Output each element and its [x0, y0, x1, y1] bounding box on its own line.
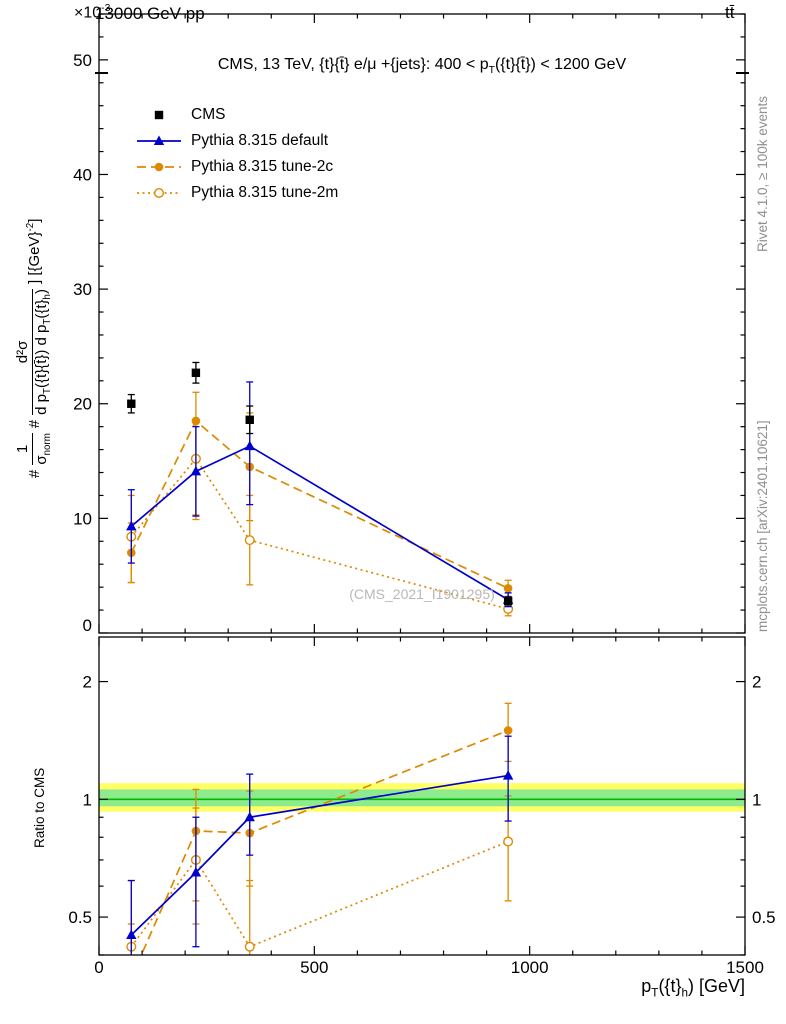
series-pythia-8-315-default — [126, 735, 514, 955]
series-line — [130, 774, 509, 936]
data-marker — [126, 520, 137, 531]
header-rule-left — [95, 72, 108, 74]
tick-label: 30 — [73, 280, 92, 299]
pythia-tune-2m-marker-icon — [136, 183, 182, 203]
series-line — [130, 840, 509, 948]
main-y-axis-title: # 1 σnorm # d²σ d pT({t}{t̄}) d pT({t}h)… — [14, 218, 54, 478]
tick-label: 1000 — [511, 958, 549, 977]
x-axis-title: pT({t}h) [GeV] — [641, 976, 745, 1000]
tick-label: 0 — [94, 958, 103, 977]
legend-item-cms: CMS — [136, 102, 338, 128]
legend-label: Pythia 8.315 default — [191, 132, 329, 149]
data-marker — [503, 726, 513, 735]
legend-label: Pythia 8.315 tune-2m — [191, 184, 339, 201]
process-label: tt̄ — [725, 3, 735, 22]
data-marker — [126, 929, 137, 939]
tick-label: 0 — [83, 616, 92, 635]
series-cms — [127, 361, 513, 606]
legend-item-pythia-default: Pythia 8.315 default — [136, 128, 338, 154]
data-marker — [244, 440, 255, 451]
ratio-y-axis-title: Ratio to CMS — [32, 767, 47, 848]
data-marker — [503, 596, 513, 606]
data-marker — [244, 535, 255, 546]
axis-ticks — [98, 13, 746, 956]
data-marker — [245, 415, 254, 424]
ytitle-units: ] [{GeV}-2] — [25, 218, 44, 285]
selection-cut-label: CMS, 13 TeV, {t}{t̄} e/μ +{jets}: 400 < … — [99, 56, 745, 76]
data-marker — [190, 867, 202, 877]
tick-label: 20 — [73, 395, 92, 414]
legend-item-pythia-tune-2m: Pythia 8.315 tune-2m — [136, 180, 338, 206]
mcplots-note: mcplots.cern.ch [arXiv:2401.10621] — [755, 420, 770, 632]
cms-marker-icon — [136, 105, 182, 125]
legend: CMS Pythia 8.315 default Pythia 8.315 tu… — [136, 102, 338, 206]
data-marker — [190, 465, 202, 476]
data-marker — [191, 416, 201, 426]
tick-label: 2 — [752, 673, 761, 692]
multiplier-base: ×10 — [74, 4, 102, 22]
main-frame — [98, 13, 746, 634]
tick-label: 500 — [300, 958, 328, 977]
data-marker — [244, 811, 255, 822]
tick-label: 1500 — [726, 958, 764, 977]
tick-label: 1 — [83, 790, 92, 809]
legend-item-pythia-tune-2c: Pythia 8.315 tune-2c — [136, 154, 338, 180]
data-marker — [191, 368, 201, 377]
ytitle-hash: # — [25, 469, 43, 478]
cut-label-subscript: T — [488, 65, 495, 77]
tick-label: 0.5 — [68, 908, 92, 927]
data-marker — [127, 399, 136, 408]
legend-label: Pythia 8.315 tune-2c — [191, 158, 334, 175]
cut-label-suffix: ({t}{t̄}) < 1200 GeV — [494, 56, 627, 73]
plot-frames — [98, 13, 746, 956]
series-line — [130, 445, 509, 601]
series-line — [130, 457, 509, 610]
pythia-default-marker-icon — [136, 131, 182, 151]
y-axis-multiplier: ×10-3 — [74, 3, 110, 22]
ytitle-fraction-1: 1 σnorm — [14, 433, 54, 465]
ratio-uncertainty-bands — [99, 783, 745, 812]
uncertainty-band-green — [99, 789, 745, 807]
data-marker — [502, 770, 514, 780]
header-rule-right — [736, 72, 749, 74]
series-pythia-8-315-tune-2c — [127, 391, 513, 597]
series-pythia-8-315-default — [126, 381, 514, 608]
tick-label: 10 — [73, 509, 92, 528]
tick-label: 50 — [73, 51, 92, 70]
multiplier-exponent: -3 — [101, 3, 111, 14]
tick-label: 40 — [73, 165, 92, 184]
data-marker — [503, 836, 514, 847]
tick-label: 1 — [752, 790, 761, 809]
tick-label: 0.5 — [752, 908, 776, 927]
ytitle-fraction-2: d²σ d pT({t}{t̄}) d pT({t}h) — [14, 289, 54, 415]
series-line — [140, 729, 509, 955]
legend-label: CMS — [191, 106, 226, 123]
series-line — [130, 419, 509, 590]
pythia-tune-2c-marker-icon — [136, 157, 182, 177]
analysis-watermark: (CMS_2021_I1901295) — [349, 586, 495, 602]
ratio-frame — [98, 636, 746, 956]
beam-energy-title: 13000 GeV pp — [95, 4, 205, 23]
cut-label-prefix: CMS, 13 TeV, {t}{t̄} e/μ +{jets}: 400 < … — [217, 56, 489, 73]
data-marker — [244, 941, 255, 952]
data-marker — [503, 583, 513, 593]
rivet-version-note: Rivet 4.1.0, ≥ 100k events — [755, 96, 770, 252]
ytitle-hash: # — [25, 419, 43, 429]
tick-label: 2 — [83, 673, 92, 692]
